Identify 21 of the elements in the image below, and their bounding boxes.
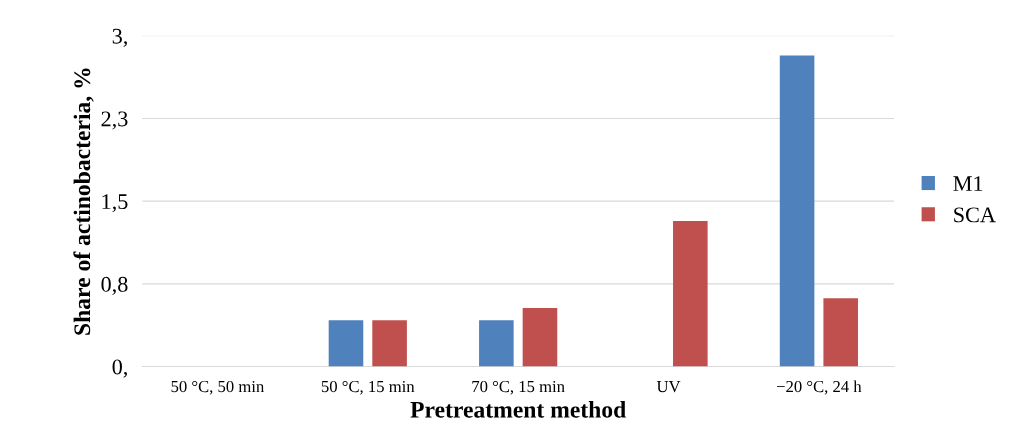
y-tick-label: 2,3 <box>101 111 128 130</box>
x-tick-label: 70 °C, 15 min <box>472 380 565 395</box>
y-tick-label: 0,8 <box>101 276 128 295</box>
bar <box>479 320 514 367</box>
x-tick-label: −20 °C, 24 h <box>776 380 862 395</box>
bar <box>823 298 858 367</box>
bar <box>779 55 815 367</box>
legend-label: M1 <box>953 176 983 191</box>
y-axis-title: Share of actinobacteria, % <box>73 68 94 335</box>
x-tick-label: UV <box>656 381 681 393</box>
y-tick-label: 1,5 <box>102 194 128 213</box>
y-tick-label: 3, <box>112 28 127 47</box>
x-axis-title: Pretreatment method <box>410 401 626 418</box>
bar <box>328 320 364 367</box>
bar <box>673 221 708 367</box>
legend-label: SCA <box>954 207 996 223</box>
bar <box>372 320 407 367</box>
y-tick-label: 0, <box>112 359 127 378</box>
x-tick-label: 50 °C, 15 min <box>321 380 415 395</box>
bar <box>522 308 558 367</box>
x-tick-label: 50 °C, 50 min <box>171 380 265 395</box>
